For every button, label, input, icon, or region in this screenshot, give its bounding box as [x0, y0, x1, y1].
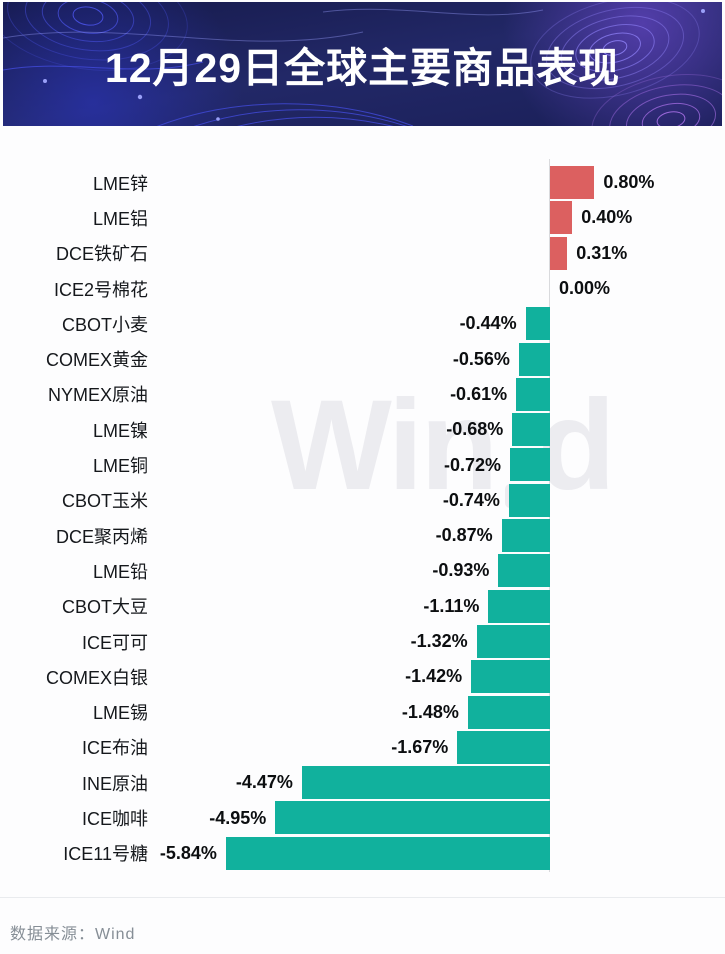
category-label: LME铅: [92, 561, 148, 582]
category-label: LME铝: [92, 208, 148, 229]
bar: [301, 766, 550, 800]
data-source-label: 数据来源：Wind: [10, 926, 136, 943]
bar-row: DCE聚丙烯 -0.87%: [0, 518, 725, 553]
bar-row: LME镍 -0.68%: [0, 412, 725, 447]
bar: [525, 307, 550, 341]
value-label: -0.61%: [450, 383, 508, 404]
bar-row: ICE可可 -1.32%: [0, 624, 725, 659]
category-label: DCE聚丙烯: [55, 526, 148, 547]
value-label: -1.67%: [391, 736, 449, 757]
watermark-text-d: d: [537, 374, 615, 517]
value-label: -0.87%: [435, 525, 493, 546]
value-label: -4.95%: [209, 807, 267, 828]
bar: [471, 660, 550, 694]
bar: [512, 413, 550, 447]
bar: [467, 695, 550, 729]
category-label: ICE可可: [81, 632, 148, 653]
category-label: ICE11号糖: [63, 844, 148, 865]
wind-watermark: Win d: [271, 374, 616, 517]
value-label: -1.42%: [405, 666, 463, 687]
footer-divider: [0, 897, 725, 898]
value-label: 0.80%: [603, 172, 655, 193]
banner-contour-background: [3, 2, 722, 126]
bar: [488, 589, 550, 623]
bar: [498, 554, 550, 588]
bar: [510, 448, 550, 482]
category-label: NYMEX原油: [47, 385, 148, 406]
bar-row: LME铜 -0.72%: [0, 447, 725, 482]
value-label: -1.32%: [410, 631, 468, 652]
bar-row: ICE11号糖 -5.84%: [0, 836, 725, 871]
page-title: 12月29日全球主要商品表现: [104, 45, 621, 91]
value-label: -4.47%: [235, 772, 293, 793]
bar-row: CBOT小麦 -0.44%: [0, 306, 725, 341]
bar: [550, 201, 573, 235]
bar: [275, 801, 550, 835]
category-label: CBOT小麦: [61, 314, 148, 335]
category-label: COMEX黄金: [45, 350, 148, 371]
bar-row: CBOT大豆 -1.11%: [0, 589, 725, 624]
value-label: -1.48%: [401, 701, 459, 722]
bar: [550, 236, 568, 270]
bar-row: NYMEX原油 -0.61%: [0, 377, 725, 412]
bar-row: LME锌 0.80%: [0, 165, 725, 200]
bar: [476, 624, 550, 658]
category-label: ICE2号棉花: [53, 279, 148, 300]
value-label: -0.93%: [432, 560, 490, 581]
value-label: 0.31%: [576, 242, 628, 263]
category-label: LME镍: [92, 420, 148, 441]
bar: [518, 342, 550, 376]
bar: [550, 166, 595, 199]
value-label: -0.44%: [459, 313, 517, 334]
value-label: -5.84%: [159, 842, 217, 863]
value-label: -0.74%: [442, 489, 500, 510]
bar-row: ICE咖啡 -4.95%: [0, 800, 725, 835]
value-label: -0.56%: [452, 348, 510, 369]
bar: [516, 377, 550, 411]
bar-row: ICE布油 -1.67%: [0, 730, 725, 765]
bar-row: DCE铁矿石 0.31%: [0, 236, 725, 271]
category-label: INE原油: [81, 773, 148, 794]
category-label: COMEX白银: [45, 667, 148, 688]
bar-row: ICE2号棉花 0.00%: [0, 271, 725, 306]
value-label: 0.00%: [559, 278, 611, 299]
bar-row: LME铅 -0.93%: [0, 553, 725, 588]
value-label: -0.68%: [446, 419, 504, 440]
header-banner: 12月29日全球主要商品表现: [3, 2, 722, 126]
bar-row: COMEX黄金 -0.56%: [0, 342, 725, 377]
category-label: CBOT玉米: [61, 491, 148, 512]
bar-row: CBOT玉米 -0.74%: [0, 483, 725, 518]
bar-row: LME铝 0.40%: [0, 200, 725, 235]
bar-row: LME锡 -1.48%: [0, 695, 725, 730]
value-label: -1.11%: [423, 595, 480, 616]
category-label: ICE咖啡: [81, 809, 148, 830]
category-label: LME锡: [92, 703, 148, 724]
bar-row: COMEX白银 -1.42%: [0, 659, 725, 694]
bar: [501, 519, 550, 552]
bar: [225, 836, 550, 870]
category-label: LME锌: [92, 173, 148, 194]
watermark-text-win: Win: [271, 374, 498, 517]
category-label: LME铜: [92, 456, 148, 477]
category-label: ICE布油: [81, 738, 148, 759]
category-label: CBOT大豆: [61, 597, 148, 618]
category-label: DCE铁矿石: [55, 244, 148, 265]
bar: [508, 483, 550, 517]
bar-row: INE原油 -4.47%: [0, 765, 725, 800]
value-label: 0.40%: [581, 207, 633, 228]
bar: [457, 730, 550, 764]
value-label: -0.72%: [443, 454, 501, 475]
